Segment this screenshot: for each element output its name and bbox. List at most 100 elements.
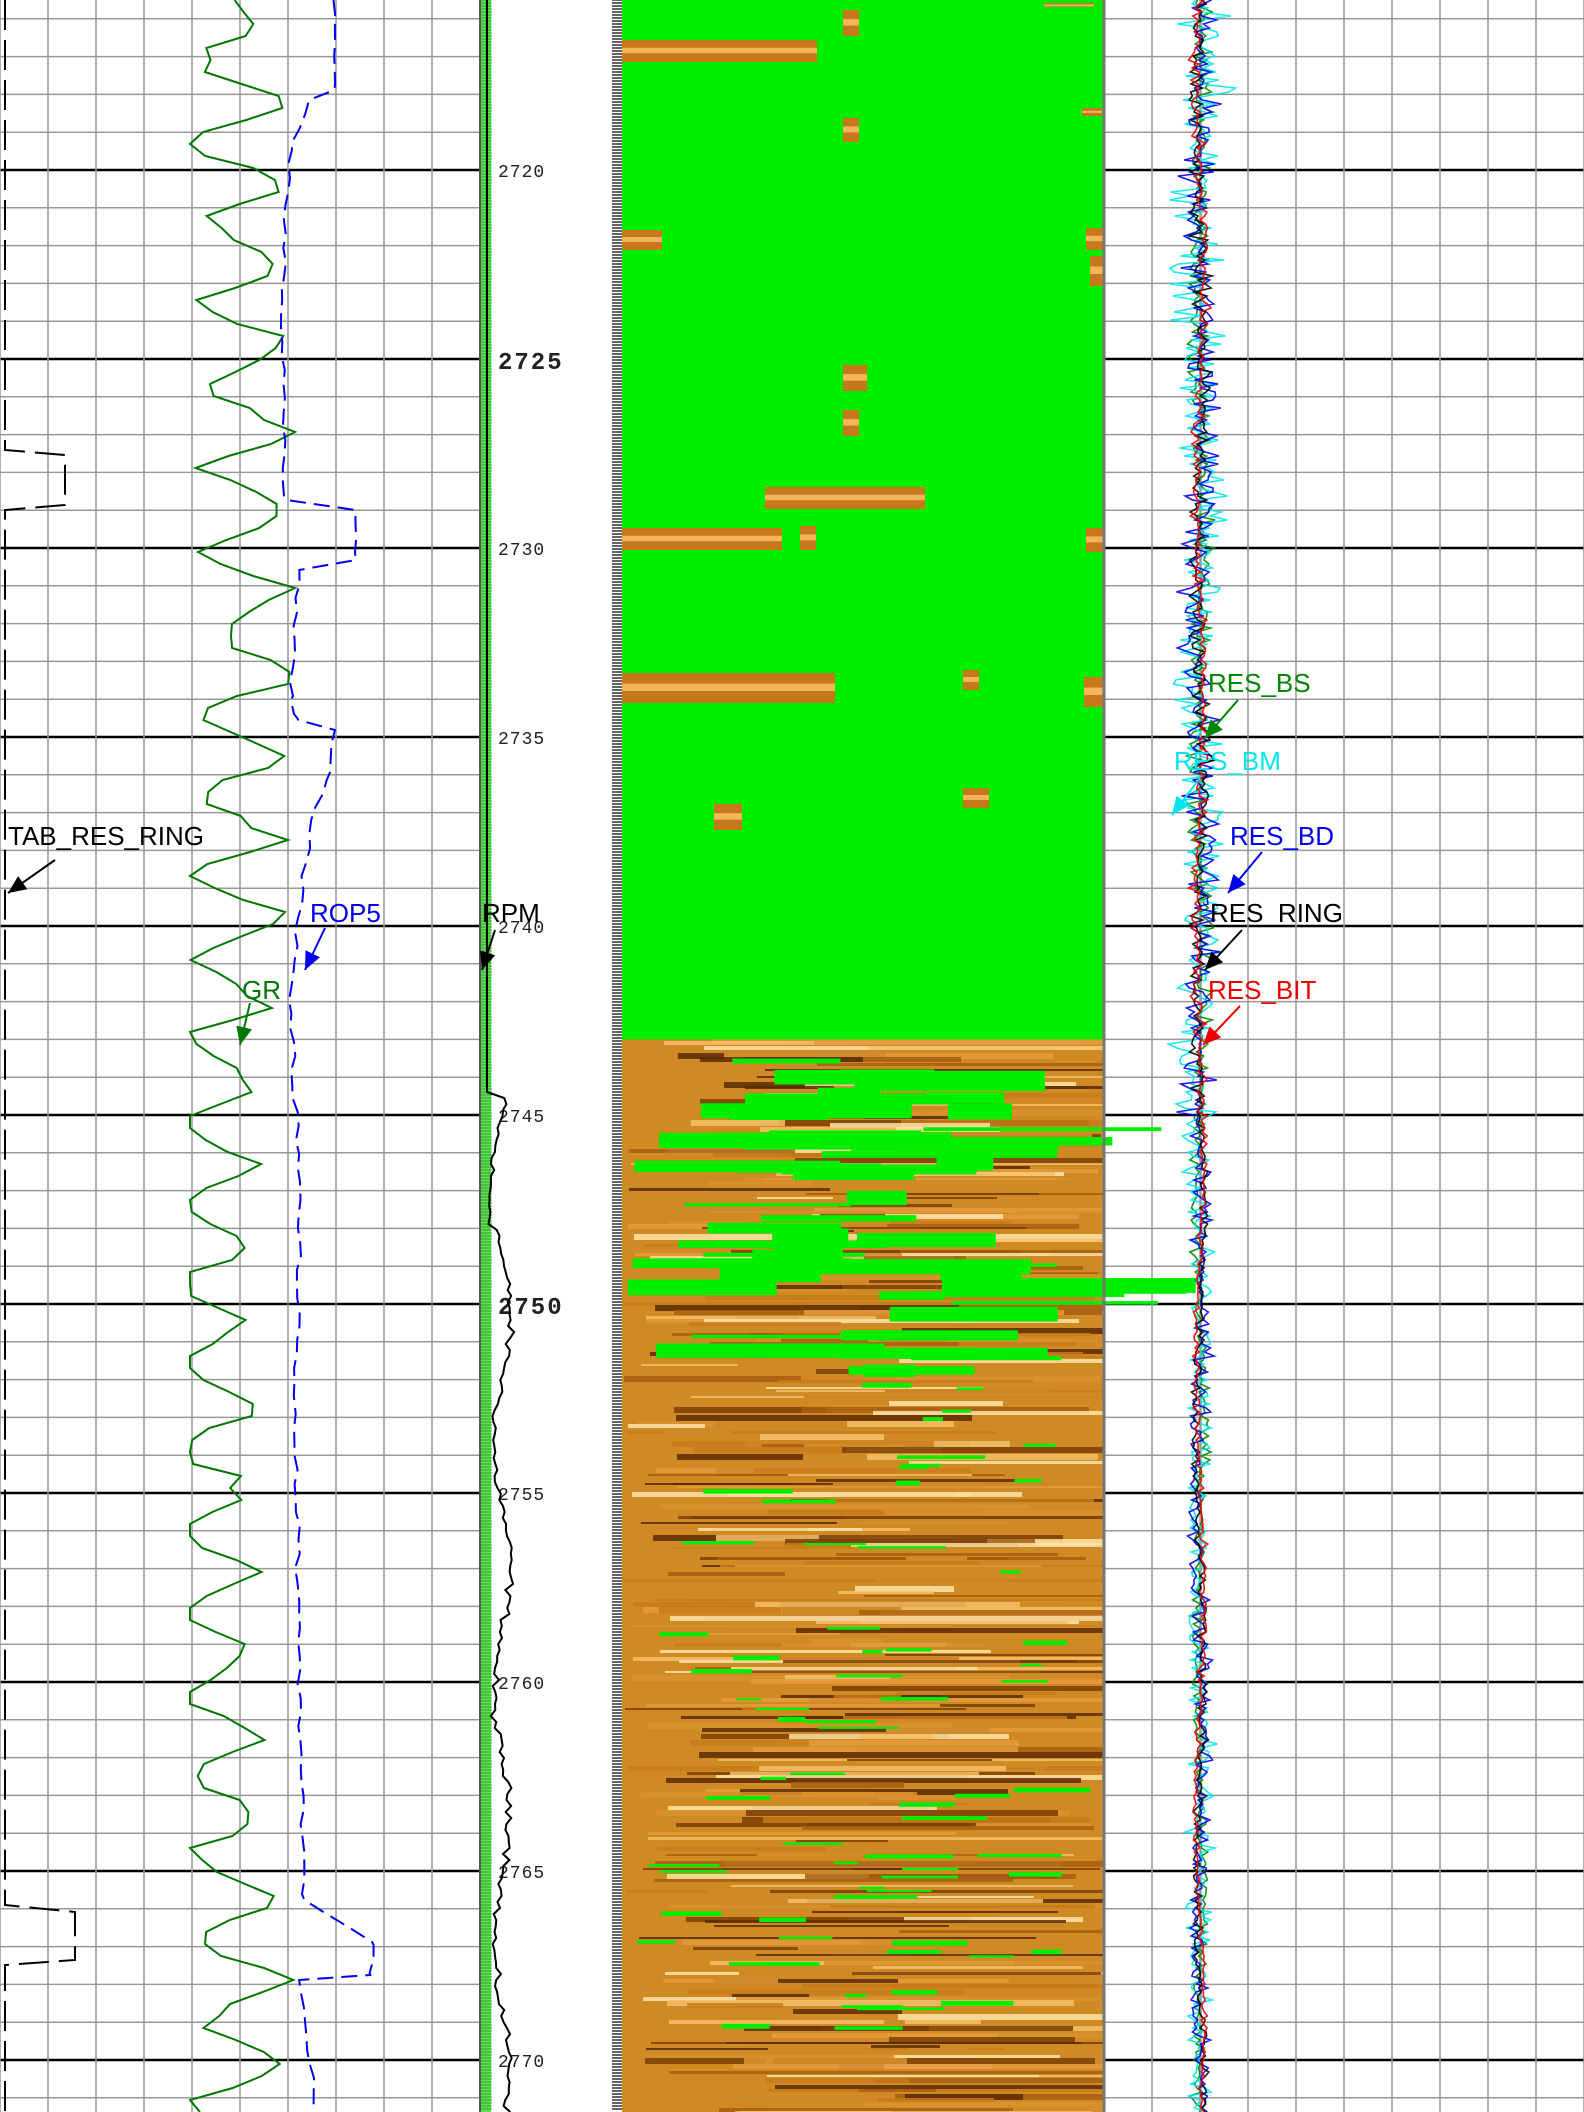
image-band (688, 1989, 963, 1995)
image-band (757, 1197, 833, 1199)
image-null-streak (841, 2005, 903, 2008)
depth-track: 2720 2725 2730 2735 2740 2745 2750 2755 2760 2765… (481, 0, 622, 2112)
depth-tick-label: 2745 (498, 1108, 545, 1128)
image-null-streak (891, 1990, 938, 1995)
image-null-patch (707, 1222, 842, 1234)
image-band (754, 1468, 971, 1473)
image-band (885, 1654, 1104, 1656)
image-band (887, 1224, 1079, 1229)
image-band (731, 1250, 1021, 1255)
image-band (693, 1947, 798, 1950)
image-band (702, 1728, 989, 1732)
image-null-patch (632, 1258, 851, 1269)
image-band (804, 1444, 905, 1447)
image-band (819, 1535, 1063, 1541)
image-band (648, 1837, 1104, 1840)
image-null-streak (859, 1886, 885, 1890)
image-band (705, 1295, 808, 1300)
depth-tick-label: 2760 (498, 1675, 545, 1695)
depth-tick-label: 2740 (498, 919, 545, 939)
image-band (682, 1940, 879, 1945)
image-null-patch (774, 1069, 920, 1085)
image-null-patch (939, 1268, 1022, 1281)
image-null-patch (744, 1093, 950, 1105)
label-res-bs-arrowhead (1205, 719, 1223, 738)
image-band (790, 1256, 966, 1262)
image-band (862, 1667, 1104, 1670)
image-band (788, 1474, 972, 1476)
image-patch-highlight (622, 535, 782, 542)
image-band (847, 1759, 992, 1761)
image-band (896, 1692, 1057, 1695)
image-band (904, 1917, 1083, 1922)
image-band (712, 1038, 1103, 1043)
image-null-region (622, 0, 1104, 1040)
image-band (865, 1169, 1098, 1173)
image-band (717, 1557, 1086, 1560)
image-null-streak (880, 1697, 949, 1701)
image-null-patch (879, 1291, 945, 1300)
image-null-streak (1023, 1640, 1068, 1646)
image-null-streak (759, 1917, 807, 1922)
image-band (778, 1979, 898, 1983)
image-band (812, 1911, 1058, 1913)
image-band (648, 1832, 956, 1835)
label-res-bd: RES_BD (1230, 821, 1334, 851)
image-band (909, 1461, 1104, 1464)
image-band (669, 2020, 884, 2024)
image-null-streak (1020, 1663, 1042, 1667)
image-null-streak (857, 1546, 946, 1549)
image-null-patch (854, 1083, 1046, 1092)
res-bit-curve (1186, 0, 1213, 2112)
image-null-streak (756, 1707, 810, 1711)
image-null-streak (733, 1655, 780, 1661)
image-band (892, 1896, 1034, 1898)
image-band (886, 1728, 1104, 1732)
image-band (822, 1792, 917, 1797)
image-patch-highlight (843, 419, 859, 426)
image-band (845, 1713, 1104, 1716)
image-null-streak (969, 1955, 1014, 1958)
image-null-streak (803, 1543, 867, 1546)
image-band (692, 1599, 1065, 1601)
image-band (654, 2055, 907, 2058)
image-band (628, 1625, 1104, 1627)
image-patch-highlight (714, 813, 742, 820)
image-null-streak (790, 1772, 845, 1776)
image-patch-highlight (1044, 4, 1094, 7)
image-band (781, 1339, 868, 1342)
image-band (713, 1153, 879, 1157)
image-band (766, 2078, 909, 2083)
image-band (731, 1667, 978, 1670)
image-band (899, 1930, 1104, 1933)
image-patch-highlight (1086, 235, 1104, 242)
image-null-streak (1008, 1872, 1063, 1877)
image-band (724, 1053, 1053, 1059)
image-band (751, 1679, 1104, 1684)
image-band (657, 1847, 826, 1851)
image-band (785, 1675, 890, 1681)
image-band (673, 1547, 854, 1549)
image-band (860, 1734, 932, 1739)
image-band (676, 1415, 972, 1421)
image-null-patch (719, 1266, 821, 1283)
image-null-patch (856, 1233, 996, 1248)
image-null-streak (659, 1632, 709, 1637)
image-null-streak (762, 1499, 836, 1504)
image-patch-highlight (800, 534, 816, 541)
image-band (717, 1289, 977, 1292)
image-band (624, 1376, 801, 1382)
image-null-patch (659, 1132, 903, 1149)
image-null-patch (817, 1087, 881, 1098)
image-null-patch (846, 1190, 907, 1206)
image-band (881, 1197, 997, 1199)
image-null-patch (947, 1103, 1012, 1120)
image-patch-highlight (622, 47, 817, 54)
image-band (847, 1421, 954, 1427)
image-band (822, 2026, 1073, 2031)
image-null-streak (681, 1541, 755, 1545)
image-null-streak (845, 1993, 867, 1998)
image-null-streak (729, 1962, 764, 1966)
image-band (890, 1221, 1011, 1225)
label-rpm-arrowhead (479, 950, 496, 970)
